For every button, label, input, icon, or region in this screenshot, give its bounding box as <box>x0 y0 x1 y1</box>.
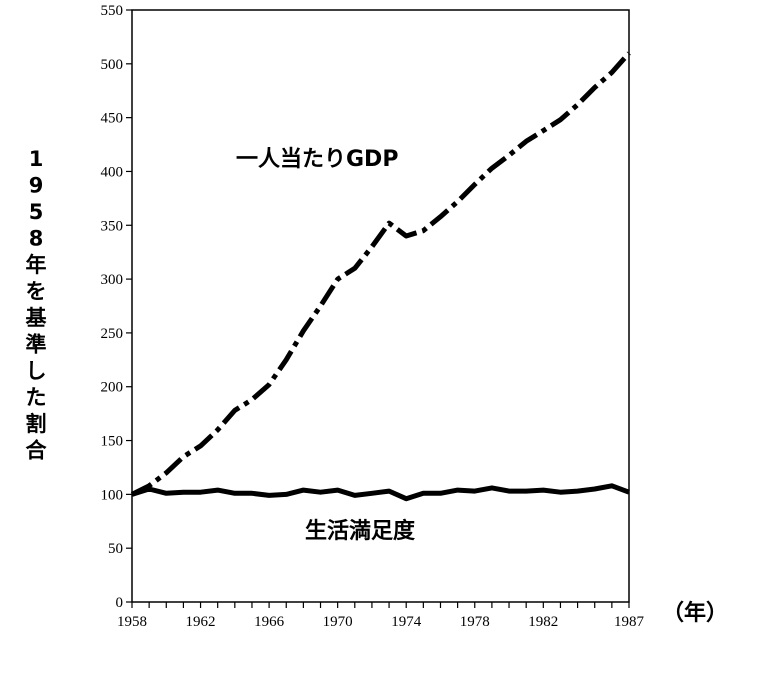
y-tick-label: 300 <box>101 272 124 288</box>
x-tick-label: 1987 <box>614 614 645 630</box>
plot-frame <box>131 9 630 603</box>
y-tick-label: 450 <box>101 111 124 127</box>
y-tick-label: 200 <box>101 380 124 396</box>
x-axis-label: （年） <box>662 600 728 626</box>
y-axis-label-char: た <box>26 386 47 410</box>
y-axis-label-char: 1 <box>29 147 44 171</box>
y-axis-label-char: し <box>26 359 47 383</box>
y-axis-label-char: 年 <box>26 253 47 277</box>
y-tick-label: 550 <box>101 3 124 19</box>
y-axis-label-char: 割 <box>26 412 47 436</box>
y-axis-label-char: 9 <box>29 174 44 198</box>
x-tick-label: 1982 <box>528 614 558 630</box>
y-tick-label: 150 <box>101 434 124 450</box>
series-line-gdp <box>130 51 631 497</box>
y-axis-label-char: 準 <box>26 333 47 357</box>
y-tick-label: 350 <box>101 218 124 234</box>
y-axis-label-char: 基 <box>26 306 48 330</box>
y-axis-label-char: 5 <box>29 200 44 224</box>
series-label-satisfaction: 生活満足度 <box>305 518 416 544</box>
x-tick-label: 1974 <box>391 614 422 630</box>
x-tick-label: 1962 <box>186 614 216 630</box>
y-tick-label: 0 <box>116 595 124 611</box>
x-tick-label: 1970 <box>323 614 353 630</box>
y-tick-label: 100 <box>101 487 124 503</box>
series-line-satisfaction <box>131 483 630 502</box>
series-lines <box>130 51 631 502</box>
y-tick-label: 50 <box>108 541 123 557</box>
y-axis-label-char: 8 <box>29 227 44 251</box>
x-axis-ticks: 1958 1962 1966 1970 1974 1978 1982 1987 <box>117 602 645 630</box>
series-label-gdp: 一人当たりGDP <box>236 147 398 172</box>
plot-area-border <box>131 9 630 603</box>
y-axis-label-char: 合 <box>26 439 48 463</box>
x-tick-label: 1978 <box>460 614 490 630</box>
y-tick-label: 500 <box>101 57 124 73</box>
x-tick-label: 1966 <box>254 614 285 630</box>
y-axis-label-char: を <box>26 280 47 304</box>
y-tick-label: 400 <box>101 164 124 180</box>
x-tick-label: 1958 <box>117 614 147 630</box>
y-tick-label: 250 <box>101 326 124 342</box>
y-axis-ticks: 0 50 100 150 200 250 300 350 400 450 500 550 <box>101 3 132 611</box>
